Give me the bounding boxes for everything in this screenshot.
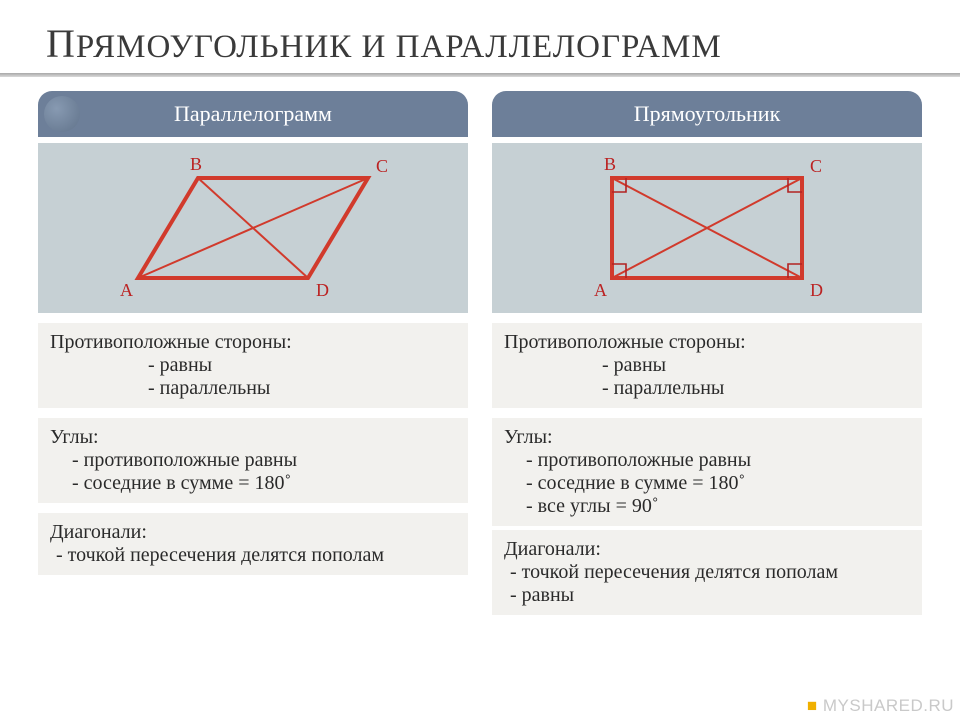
slide: ПРЯМОУГОЛЬНИК И ПАРАЛЛЕЛОГРАММ Параллело… [0, 0, 960, 720]
col-left: Параллелограмм A B C D Противоположные с… [38, 91, 468, 615]
card-heading: Противоположные стороны: [50, 331, 456, 354]
col-right: Прямоугольник A B C D Противоположные ст… [492, 91, 922, 615]
card-item: - равны [50, 354, 456, 377]
card-heading: Диагонали: [504, 538, 910, 561]
card-item: - равны [504, 354, 910, 377]
card-item: - точкой пересечения делятся пополам [504, 561, 910, 584]
property-card: Углы:- противоположные равны- соседние в… [38, 418, 468, 503]
watermark-text: MYSHARED.RU [823, 696, 954, 715]
property-card: Углы:- противоположные равны- соседние в… [492, 418, 922, 526]
svg-text:D: D [316, 280, 329, 300]
card-item: - равны [504, 584, 910, 607]
svg-text:B: B [604, 154, 616, 174]
card-item: - соседние в сумме = 180˚ [504, 472, 910, 495]
title-rest: РЯМОУГОЛЬНИК И ПАРАЛЛЕЛОГРАММ [76, 29, 722, 65]
card-item: - параллельны [504, 377, 910, 400]
property-card: Противоположные стороны:- равны- паралле… [38, 323, 468, 408]
svg-text:A: A [120, 280, 133, 300]
card-item: - противоположные равны [504, 449, 910, 472]
title-first-letter: П [46, 21, 76, 66]
property-card: Противоположные стороны:- равны- паралле… [492, 323, 922, 408]
slide-title: ПРЯМОУГОЛЬНИК И ПАРАЛЛЕЛОГРАММ [46, 20, 922, 67]
card-item: - противоположные равны [50, 449, 456, 472]
property-card: Диагонали: - точкой пересечения делятся … [38, 513, 468, 575]
columns: Параллелограмм A B C D Противоположные с… [38, 91, 922, 615]
card-item: - параллельны [50, 377, 456, 400]
svg-text:D: D [810, 280, 823, 300]
card-heading: Углы: [50, 426, 456, 449]
right-cards: Противоположные стороны:- равны- паралле… [492, 313, 922, 615]
figure-rectangle: A B C D [492, 143, 922, 313]
card-heading: Углы: [504, 426, 910, 449]
left-cards: Противоположные стороны:- равны- паралле… [38, 313, 468, 575]
property-card: Диагонали: - точкой пересечения делятся … [492, 530, 922, 615]
figure-parallelogram: A B C D [38, 143, 468, 313]
rectangle-svg: A B C D [542, 148, 872, 308]
tab-rectangle: Прямоугольник [492, 91, 922, 137]
svg-text:C: C [376, 156, 388, 176]
card-item: - точкой пересечения делятся пополам [50, 544, 456, 567]
card-item: - все углы = 90˚ [504, 495, 910, 518]
svg-text:C: C [810, 156, 822, 176]
tab-parallelogram: Параллелограмм [38, 91, 468, 137]
svg-text:A: A [594, 280, 607, 300]
card-heading: Противоположные стороны: [504, 331, 910, 354]
card-item: - соседние в сумме = 180˚ [50, 472, 456, 495]
watermark: ■ MYSHARED.RU [807, 696, 954, 716]
title-underline [0, 73, 960, 77]
parallelogram-svg: A B C D [88, 148, 418, 308]
svg-text:B: B [190, 154, 202, 174]
card-heading: Диагонали: [50, 521, 456, 544]
